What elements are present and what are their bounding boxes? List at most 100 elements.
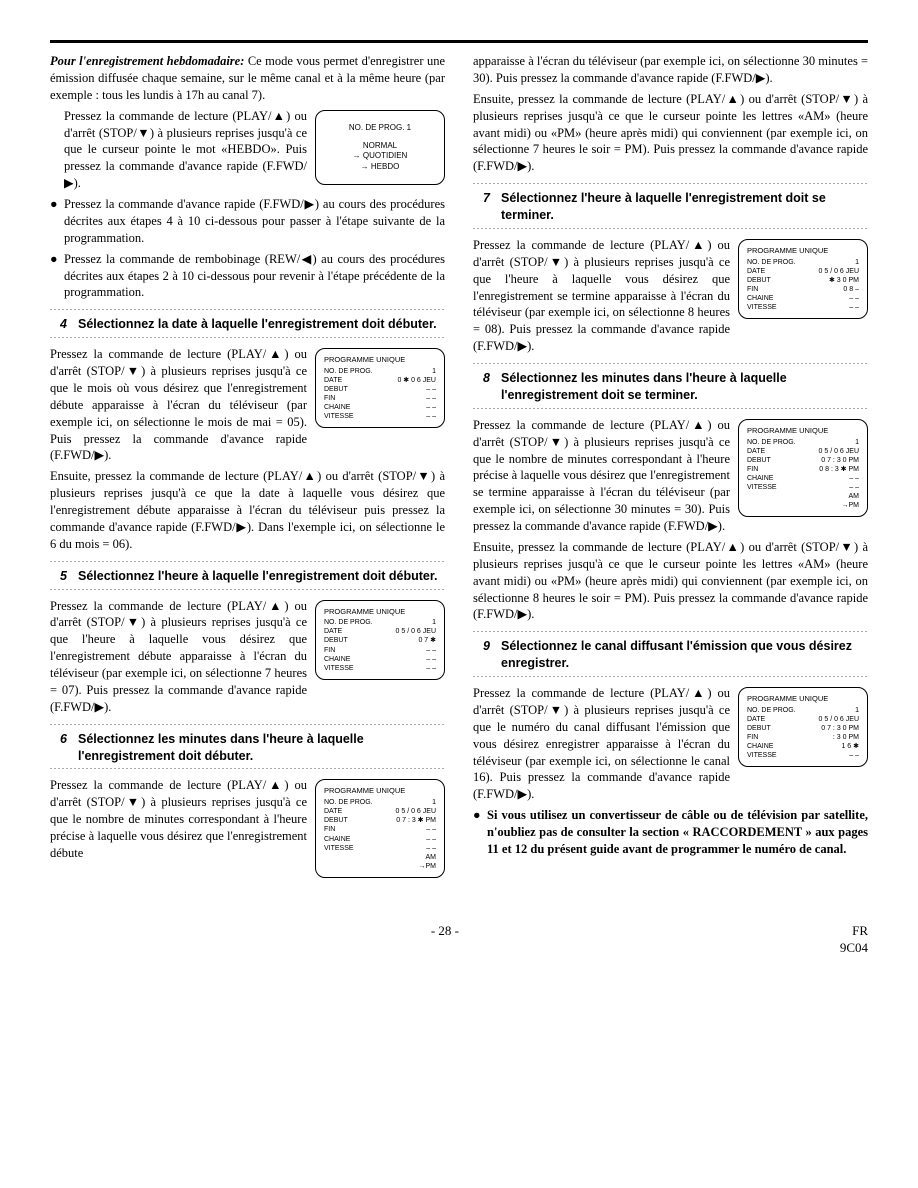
separator [473,183,868,184]
box-title: PROGRAMME UNIQUE [747,694,859,704]
box-line: → QUOTIDIEN [324,151,436,161]
box-row: DEBUT0 7 : 3 0 PM [747,724,859,733]
step-number: 5 [60,568,78,585]
box-row: CHAINE– – [324,835,436,844]
separator [50,768,445,769]
step-5-heading: 5 Sélectionnez l'heure à laquelle l'enre… [60,568,445,585]
box-row: DATE0 5 / 0 6 JEU [747,715,859,724]
box-title: PROGRAMME UNIQUE [747,246,859,256]
display-box-hebdo: NO. DE PROG. 1 NORMAL → QUOTIDIEN → HEBD… [315,110,445,186]
step-4-text2: Ensuite, pressez la commande de lecture … [50,468,445,552]
bullet-text: Pressez la commande d'avance rapide (F.F… [64,196,445,247]
bullet-text: Pressez la commande de rembobinage (REW/… [64,251,445,302]
step-title: Sélectionnez l'heure à laquelle l'enregi… [501,190,868,224]
box-row: DEBUT0 7 : 3 0 PM [747,456,859,465]
box-row: DATE0 5 / 0 6 JEU [747,267,859,276]
box-foot: AM →PM [747,492,859,510]
box-row: NO. DE PROG.1 [747,258,859,267]
box-row: CHAINE– – [747,474,859,483]
separator [50,724,445,725]
box-row: FIN0 8 : 3 ✱ PM [747,465,859,474]
separator [473,631,868,632]
bullet-icon: ● [473,807,487,858]
step-number: 9 [483,638,501,672]
intro-block: NO. DE PROG. 1 NORMAL → QUOTIDIEN → HEBD… [50,108,445,196]
box-row: DATE0 5 / 0 6 JEU [747,447,859,456]
step-title: Sélectionnez le canal diffusant l'émissi… [501,638,868,672]
intro-title: Pour l'enregistrement hebdomadaire: [50,54,244,68]
box-row: CHAINE1 6 ✱ [747,742,859,751]
continuation-1: apparaisse à l'écran du téléviseur (par … [473,53,868,87]
bullet-icon: ● [50,196,64,247]
step-5-body: PROGRAMME UNIQUE NO. DE PROG.1DATE0 5 / … [50,598,445,716]
step-4-body: PROGRAMME UNIQUE NO. DE PROG.1DATE0 ✱ 0 … [50,346,445,553]
box-line: NO. DE PROG. 1 [324,123,436,133]
separator [473,408,868,409]
intro-paragraph: Pour l'enregistrement hebdomadaire: Ce m… [50,53,445,104]
display-box-step6: PROGRAMME UNIQUE NO. DE PROG.1DATE0 5 / … [315,779,445,878]
box-row: NO. DE PROG.1 [747,438,859,447]
separator [473,228,868,229]
box-row: DEBUT– – [324,385,436,394]
box-row: VITESSE– – [324,664,436,673]
box-row: NO. DE PROG.1 [324,618,436,627]
box-row: CHAINE– – [324,655,436,664]
box-row: VITESSE– – [747,751,859,760]
right-column: apparaisse à l'écran du téléviseur (par … [473,53,868,882]
left-column: Pour l'enregistrement hebdomadaire: Ce m… [50,53,445,882]
bullet-item: ● Si vous utilisez un convertisseur de c… [473,807,868,858]
top-rule [50,40,868,43]
page-number: - 28 - [50,922,840,957]
step-title: Sélectionnez la date à laquelle l'enregi… [78,316,445,333]
display-box-step8: PROGRAMME UNIQUE NO. DE PROG.1DATE0 5 / … [738,419,868,518]
box-row: VITESSE– – [324,844,436,853]
separator [50,309,445,310]
step-9-body: PROGRAMME UNIQUE NO. DE PROG.1DATE0 5 / … [473,685,868,858]
step-number: 7 [483,190,501,224]
step-title: Sélectionnez les minutes dans l'heure à … [501,370,868,404]
box-row: CHAINE– – [747,294,859,303]
box-row: DATE0 ✱ 0 6 JEU [324,376,436,385]
bullet-item: ● Pressez la commande d'avance rapide (F… [50,196,445,247]
box-title: PROGRAMME UNIQUE [324,607,436,617]
separator [50,589,445,590]
separator [50,561,445,562]
box-row: VITESSE– – [324,412,436,421]
box-row: FIN– – [324,646,436,655]
step-number: 8 [483,370,501,404]
separator [473,363,868,364]
page-footer: - 28 - FR 9C04 [50,922,868,957]
step-number: 6 [60,731,78,765]
box-title: PROGRAMME UNIQUE [324,786,436,796]
box-row: NO. DE PROG.1 [324,367,436,376]
separator [473,676,868,677]
lang-code: FR [852,923,868,938]
box-row: DATE0 5 / 0 6 JEU [324,627,436,636]
box-row: VITESSE– – [747,303,859,312]
box-row: FIN– – [324,825,436,834]
box-row: NO. DE PROG.1 [324,798,436,807]
box-title: PROGRAMME UNIQUE [324,355,436,365]
display-box-step9: PROGRAMME UNIQUE NO. DE PROG.1DATE0 5 / … [738,687,868,767]
step-title: Sélectionnez les minutes dans l'heure à … [78,731,445,765]
step-8-heading: 8 Sélectionnez les minutes dans l'heure … [483,370,868,404]
step-8-body: PROGRAMME UNIQUE NO. DE PROG.1DATE0 5 / … [473,417,868,624]
continuation-2: Ensuite, pressez la commande de lecture … [473,91,868,175]
step-title: Sélectionnez l'heure à laquelle l'enregi… [78,568,445,585]
display-box-step7: PROGRAMME UNIQUE NO. DE PROG.1DATE0 5 / … [738,239,868,319]
doc-code: 9C04 [840,940,868,955]
two-column-layout: Pour l'enregistrement hebdomadaire: Ce m… [50,53,868,882]
step-4-heading: 4 Sélectionnez la date à laquelle l'enre… [60,316,445,333]
box-row: DATE0 5 / 0 6 JEU [324,807,436,816]
box-row: DEBUT✱ 3 0 PM [747,276,859,285]
box-title: PROGRAMME UNIQUE [747,426,859,436]
box-row: NO. DE PROG.1 [747,706,859,715]
footer-right: FR 9C04 [840,922,868,957]
box-line: NORMAL [324,141,436,151]
bullet-item: ● Pressez la commande de rembobinage (RE… [50,251,445,302]
bullet-icon: ● [50,251,64,302]
step-8-text2: Ensuite, pressez la commande de lecture … [473,539,868,623]
box-row: FIN0 8 – [747,285,859,294]
box-line: → HEBDO [324,162,436,172]
box-row: DEBUT0 7 ✱ [324,636,436,645]
